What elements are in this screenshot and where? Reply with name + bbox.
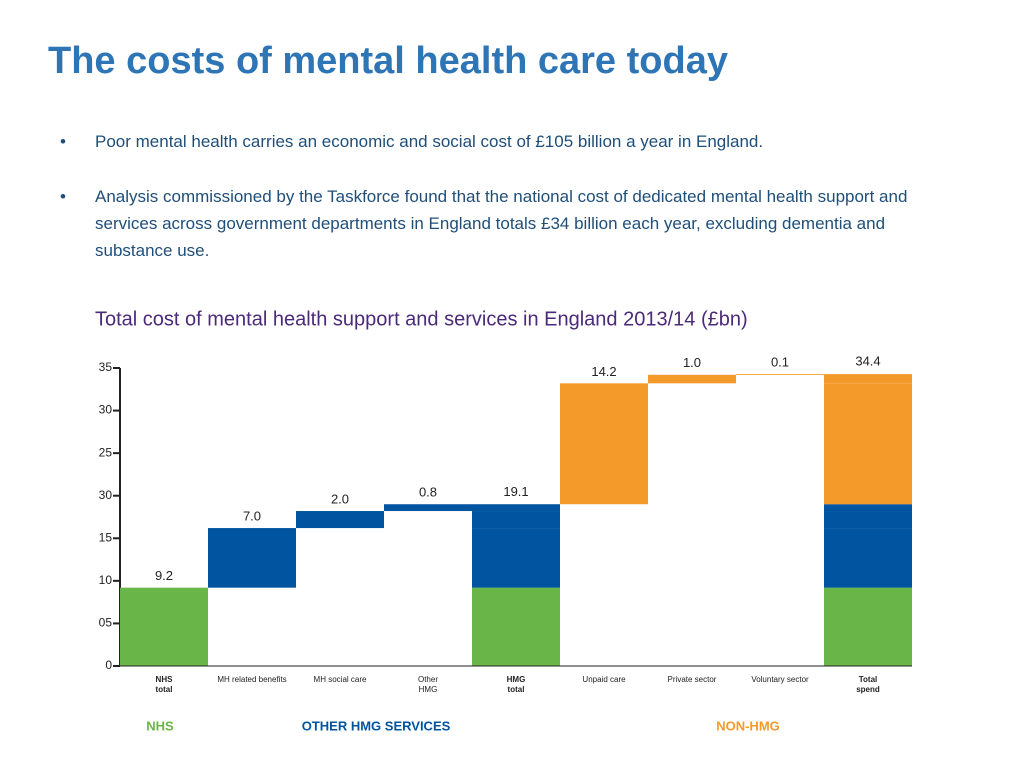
y-tick-label: 0 bbox=[105, 658, 112, 672]
value-label: 19.1 bbox=[503, 484, 528, 499]
y-tick-label: 25 bbox=[99, 445, 113, 459]
value-label: 7.0 bbox=[243, 509, 261, 524]
slide-title: The costs of mental health care today bbox=[48, 40, 728, 82]
value-label: 0.8 bbox=[419, 485, 437, 500]
chart-title: Total cost of mental health support and … bbox=[95, 308, 748, 330]
value-label: 34.4 bbox=[855, 354, 880, 369]
x-tick-label: HMG total bbox=[507, 675, 526, 694]
bullet: • Analysis commissioned by the Taskforce … bbox=[60, 183, 910, 264]
value-label: 2.0 bbox=[331, 491, 349, 506]
y-tick-label: 10 bbox=[99, 573, 113, 587]
value-label: 0.1 bbox=[771, 354, 789, 369]
bar bbox=[208, 528, 296, 588]
total-segment bbox=[824, 373, 912, 375]
x-tick-label: MH social care bbox=[314, 675, 367, 684]
y-tick-label: 05 bbox=[99, 616, 113, 630]
total-segment bbox=[824, 504, 912, 512]
total-segment bbox=[472, 504, 560, 512]
bar bbox=[120, 587, 208, 666]
total-segment bbox=[472, 587, 560, 666]
bullet-text: Poor mental health carries an economic a… bbox=[95, 132, 764, 151]
total-segment bbox=[824, 374, 912, 384]
x-tick-label: MH related benefits bbox=[217, 675, 286, 684]
total-segment bbox=[824, 528, 912, 588]
value-label: 9.2 bbox=[155, 568, 173, 583]
total-segment bbox=[824, 587, 912, 666]
group-label: OTHER HMG SERVICES bbox=[302, 718, 451, 733]
group-label: NHS bbox=[146, 718, 174, 733]
y-tick-label: 15 bbox=[99, 530, 113, 544]
x-tick-label: Unpaid care bbox=[582, 675, 626, 684]
bar bbox=[296, 511, 384, 529]
total-segment bbox=[472, 511, 560, 529]
y-tick-label: 30 bbox=[99, 488, 113, 502]
x-tick-label: Private sector bbox=[668, 675, 717, 684]
bar bbox=[648, 374, 736, 384]
x-tick-label: Other HMG bbox=[418, 675, 438, 694]
value-label: 1.0 bbox=[683, 355, 701, 370]
x-tick-label: NHS total bbox=[156, 675, 174, 694]
bar bbox=[736, 373, 824, 375]
total-segment bbox=[824, 383, 912, 505]
bullet-text: Analysis commissioned by the Taskforce f… bbox=[95, 187, 908, 260]
bar bbox=[560, 383, 648, 505]
group-label: NON-HMG bbox=[716, 718, 780, 733]
bar bbox=[384, 504, 472, 512]
total-segment bbox=[824, 511, 912, 529]
x-tick-label: Total spend bbox=[856, 675, 880, 694]
y-tick-label: 35 bbox=[99, 360, 113, 374]
y-tick-label: 30 bbox=[99, 403, 113, 417]
value-label: 14.2 bbox=[591, 364, 616, 379]
total-segment bbox=[472, 528, 560, 588]
bullet: • Poor mental health carries an economic … bbox=[60, 128, 910, 155]
x-tick-label: Voluntary sector bbox=[751, 675, 809, 684]
